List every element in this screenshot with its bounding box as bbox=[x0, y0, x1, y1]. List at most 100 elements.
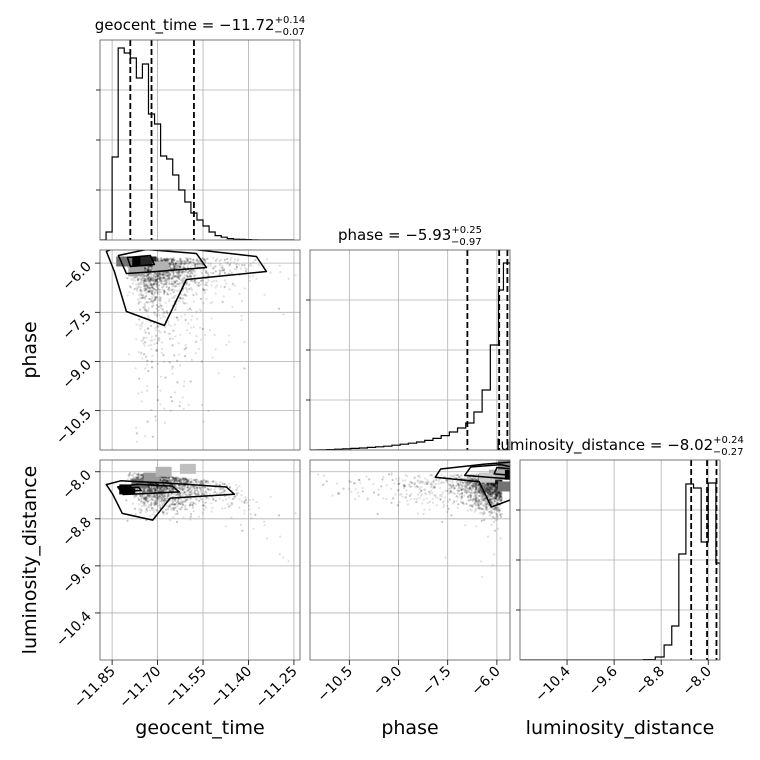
sample-point bbox=[151, 498, 154, 501]
sample-point bbox=[165, 508, 168, 511]
sample-point bbox=[176, 512, 179, 516]
sample-point bbox=[147, 485, 150, 488]
sample-point bbox=[202, 275, 205, 278]
sample-point bbox=[183, 490, 186, 494]
contour-level-3 bbox=[126, 254, 156, 268]
sample-point bbox=[144, 497, 147, 500]
sample-point bbox=[152, 274, 156, 277]
sample-point bbox=[168, 273, 171, 276]
sample-point bbox=[164, 494, 167, 497]
sample-point bbox=[202, 268, 205, 271]
sample-point bbox=[152, 275, 156, 278]
sample-point bbox=[147, 273, 150, 277]
sample-point bbox=[240, 494, 243, 497]
sample-point bbox=[160, 500, 163, 503]
sample-point bbox=[147, 489, 150, 492]
sample-point bbox=[174, 274, 177, 277]
sample-point bbox=[175, 476, 179, 479]
sample-point bbox=[145, 284, 148, 287]
sample-point bbox=[157, 281, 160, 284]
sample-point bbox=[413, 498, 416, 501]
sample-point bbox=[145, 288, 148, 291]
sample-point bbox=[156, 486, 159, 489]
sample-point bbox=[178, 274, 181, 277]
sample-point bbox=[228, 263, 231, 266]
sample-point bbox=[171, 261, 174, 264]
sample-point bbox=[201, 480, 204, 483]
sample-point bbox=[156, 310, 159, 313]
sample-point bbox=[176, 276, 179, 279]
sample-point bbox=[235, 494, 238, 497]
sample-point bbox=[143, 504, 146, 507]
sample-point bbox=[194, 480, 197, 483]
sample-point bbox=[195, 481, 198, 484]
sample-point bbox=[168, 479, 172, 482]
sample-point bbox=[178, 479, 181, 482]
sample-point bbox=[151, 488, 154, 491]
sample-point bbox=[487, 484, 490, 487]
sample-point bbox=[150, 493, 153, 496]
sample-point bbox=[228, 496, 231, 499]
sample-point bbox=[154, 313, 157, 316]
sample-point bbox=[189, 257, 192, 261]
sample-point bbox=[188, 288, 191, 291]
scatter-panel-geocent_time-vs-luminosity_distance bbox=[99, 459, 301, 661]
sample-point bbox=[167, 286, 171, 289]
sample-point bbox=[148, 489, 151, 492]
sample-point bbox=[146, 287, 150, 290]
sample-point bbox=[165, 479, 168, 482]
sample-point bbox=[186, 486, 189, 489]
sample-point bbox=[165, 279, 168, 282]
sample-point bbox=[495, 486, 498, 489]
sample-point bbox=[168, 487, 171, 490]
sample-point bbox=[198, 487, 201, 490]
sample-point bbox=[186, 264, 189, 267]
sample-point bbox=[149, 282, 152, 285]
sample-point bbox=[192, 263, 195, 267]
sample-point bbox=[184, 477, 187, 480]
sample-point bbox=[155, 509, 158, 512]
sample-point bbox=[156, 291, 159, 294]
sample-point bbox=[189, 493, 192, 496]
sample-point bbox=[200, 279, 203, 282]
sample-point bbox=[177, 493, 180, 496]
sample-point bbox=[171, 501, 174, 504]
sample-point bbox=[167, 332, 170, 335]
sample-point bbox=[186, 259, 189, 262]
sample-point bbox=[193, 262, 196, 265]
sample-point bbox=[184, 508, 187, 511]
sample-point bbox=[147, 499, 150, 502]
sample-point bbox=[150, 344, 153, 347]
sample-point bbox=[144, 268, 147, 271]
sample-point bbox=[174, 503, 177, 506]
sample-point bbox=[149, 488, 152, 491]
sample-point bbox=[168, 262, 171, 265]
sample-point bbox=[153, 511, 156, 514]
sample-point bbox=[187, 480, 190, 483]
sample-point bbox=[171, 372, 174, 375]
sample-point bbox=[187, 275, 190, 278]
sample-point bbox=[168, 476, 171, 479]
sample-point bbox=[203, 257, 206, 261]
sample-point bbox=[190, 497, 193, 500]
sample-point bbox=[147, 494, 150, 497]
sample-point bbox=[146, 489, 149, 493]
sample-point bbox=[170, 258, 173, 262]
sample-point bbox=[165, 271, 168, 274]
sample-point bbox=[193, 486, 196, 489]
sample-point bbox=[163, 499, 166, 502]
sample-point bbox=[184, 493, 187, 496]
sample-point bbox=[144, 306, 147, 309]
sample-point bbox=[170, 260, 173, 263]
sample-point bbox=[173, 266, 176, 270]
sample-point bbox=[157, 277, 160, 280]
sample-point bbox=[188, 269, 191, 273]
sample-point bbox=[144, 490, 148, 493]
sample-point bbox=[138, 300, 141, 303]
sample-point bbox=[171, 266, 174, 269]
sample-point bbox=[173, 259, 176, 262]
sample-point bbox=[170, 480, 173, 483]
sample-point bbox=[146, 494, 150, 497]
sample-point bbox=[141, 496, 144, 499]
sample-point bbox=[185, 480, 188, 483]
